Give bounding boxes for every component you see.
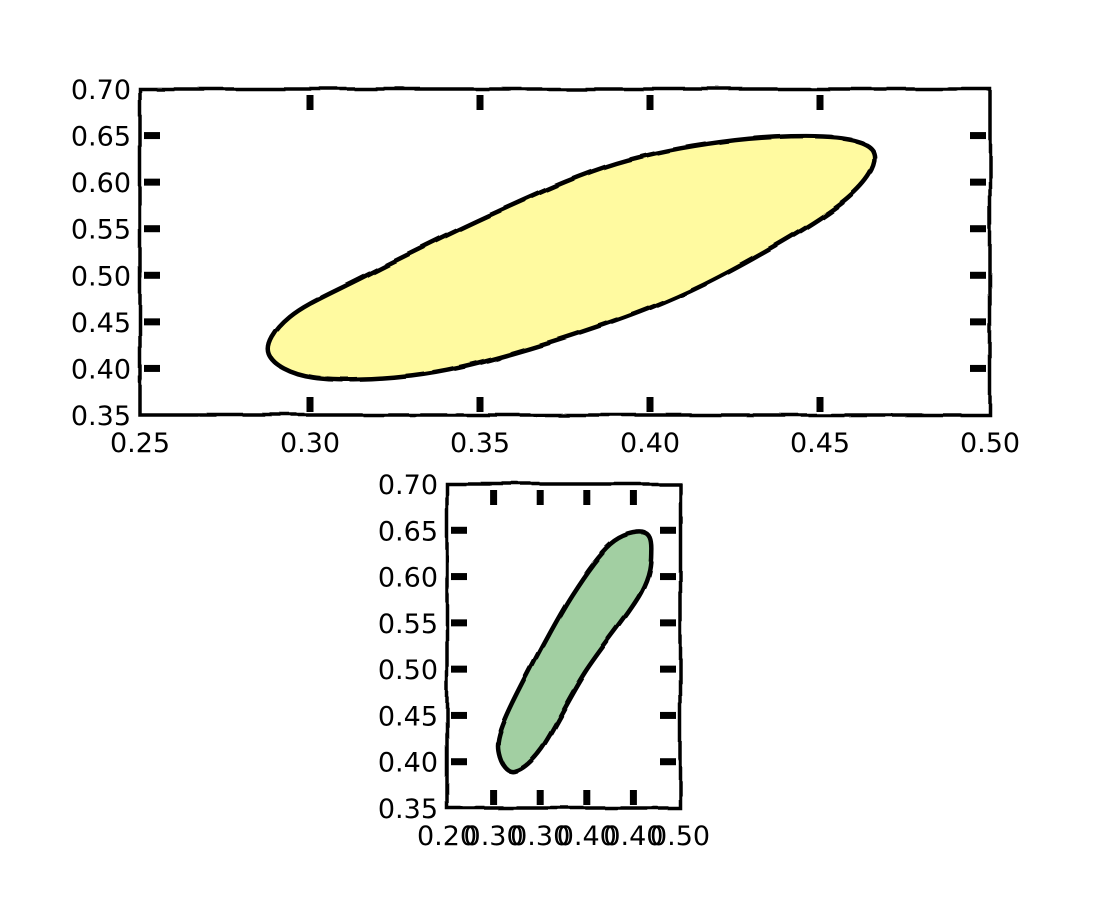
y-tick-right — [970, 225, 986, 233]
x-tick — [536, 790, 544, 805]
x-tick-label: 0.40 — [557, 821, 617, 852]
x-tick — [646, 397, 654, 412]
x-tick-label: 0.30 — [510, 821, 570, 852]
x-tick-top — [490, 490, 498, 505]
y-tick-label: 0.40 — [378, 748, 438, 779]
y-tick — [451, 758, 467, 766]
y-tick-right — [660, 711, 676, 719]
x-tick-label: 0.40 — [620, 428, 680, 459]
y-tick-label: 0.65 — [378, 516, 438, 547]
y-tick — [144, 132, 160, 140]
y-tick — [144, 271, 160, 279]
x-tick-label: 0.45 — [790, 428, 850, 459]
x-tick-top — [646, 95, 654, 110]
ellipse-region — [495, 529, 654, 774]
bottom-ellipse-chart: 0.200.300.300.400.400.500.350.400.450.50… — [378, 470, 710, 852]
y-tick-right — [970, 364, 986, 372]
x-tick-top — [536, 490, 544, 505]
y-tick-right — [660, 758, 676, 766]
y-tick-label: 0.70 — [378, 470, 438, 501]
x-tick-top — [476, 95, 484, 110]
ellipse-region — [266, 133, 877, 383]
y-tick-label: 0.40 — [71, 354, 131, 385]
x-tick-label: 0.30 — [280, 428, 340, 459]
y-tick — [451, 526, 467, 534]
y-tick-label: 0.35 — [378, 794, 438, 825]
x-tick-top — [629, 490, 637, 505]
y-tick-label: 0.55 — [378, 609, 438, 640]
x-tick-label: 0.25 — [110, 428, 170, 459]
y-tick-right — [660, 526, 676, 534]
y-tick-right — [660, 573, 676, 581]
x-tick-label: 0.30 — [464, 821, 524, 852]
y-tick — [451, 665, 467, 673]
y-tick-label: 0.45 — [378, 701, 438, 732]
x-tick-label: 0.50 — [650, 821, 710, 852]
y-tick — [144, 364, 160, 372]
x-tick-label: 0.35 — [450, 428, 510, 459]
x-tick — [490, 790, 498, 805]
y-tick-label: 0.60 — [71, 168, 131, 199]
x-tick-label: 0.40 — [603, 821, 663, 852]
y-tick-label: 0.70 — [71, 75, 131, 106]
y-tick-label: 0.50 — [71, 261, 131, 292]
y-tick — [144, 225, 160, 233]
y-tick — [144, 178, 160, 186]
y-tick-label: 0.60 — [378, 563, 438, 594]
y-tick-label: 0.65 — [71, 122, 131, 153]
y-tick-right — [970, 318, 986, 326]
y-tick-right — [660, 619, 676, 627]
x-tick-top — [583, 490, 591, 505]
y-tick-label: 0.50 — [378, 655, 438, 686]
y-tick-label: 0.45 — [71, 308, 131, 339]
y-tick-label: 0.55 — [71, 215, 131, 246]
x-tick — [476, 397, 484, 412]
axes-frame — [138, 87, 992, 417]
x-tick — [816, 397, 824, 412]
top-ellipse-chart: 0.25 0.30 0.35 0.40 0.45 0.50 0.35 0.40 0.45 0.50… — [71, 75, 1020, 459]
x-tick-label: 0.50 — [960, 428, 1020, 459]
x-tick-label: 0.20 — [417, 821, 477, 852]
y-tick-right — [970, 271, 986, 279]
y-tick-label: 0.35 — [71, 401, 131, 432]
x-tick — [583, 790, 591, 805]
y-tick — [451, 619, 467, 627]
y-tick-right — [970, 178, 986, 186]
y-tick — [451, 711, 467, 719]
x-tick-top — [306, 95, 314, 110]
x-tick — [306, 397, 314, 412]
y-tick-right — [660, 665, 676, 673]
y-tick — [451, 573, 467, 581]
axes-frame — [445, 482, 682, 810]
y-tick — [144, 318, 160, 326]
y-tick-right — [970, 132, 986, 140]
x-tick-top — [816, 95, 824, 110]
x-tick — [629, 790, 637, 805]
